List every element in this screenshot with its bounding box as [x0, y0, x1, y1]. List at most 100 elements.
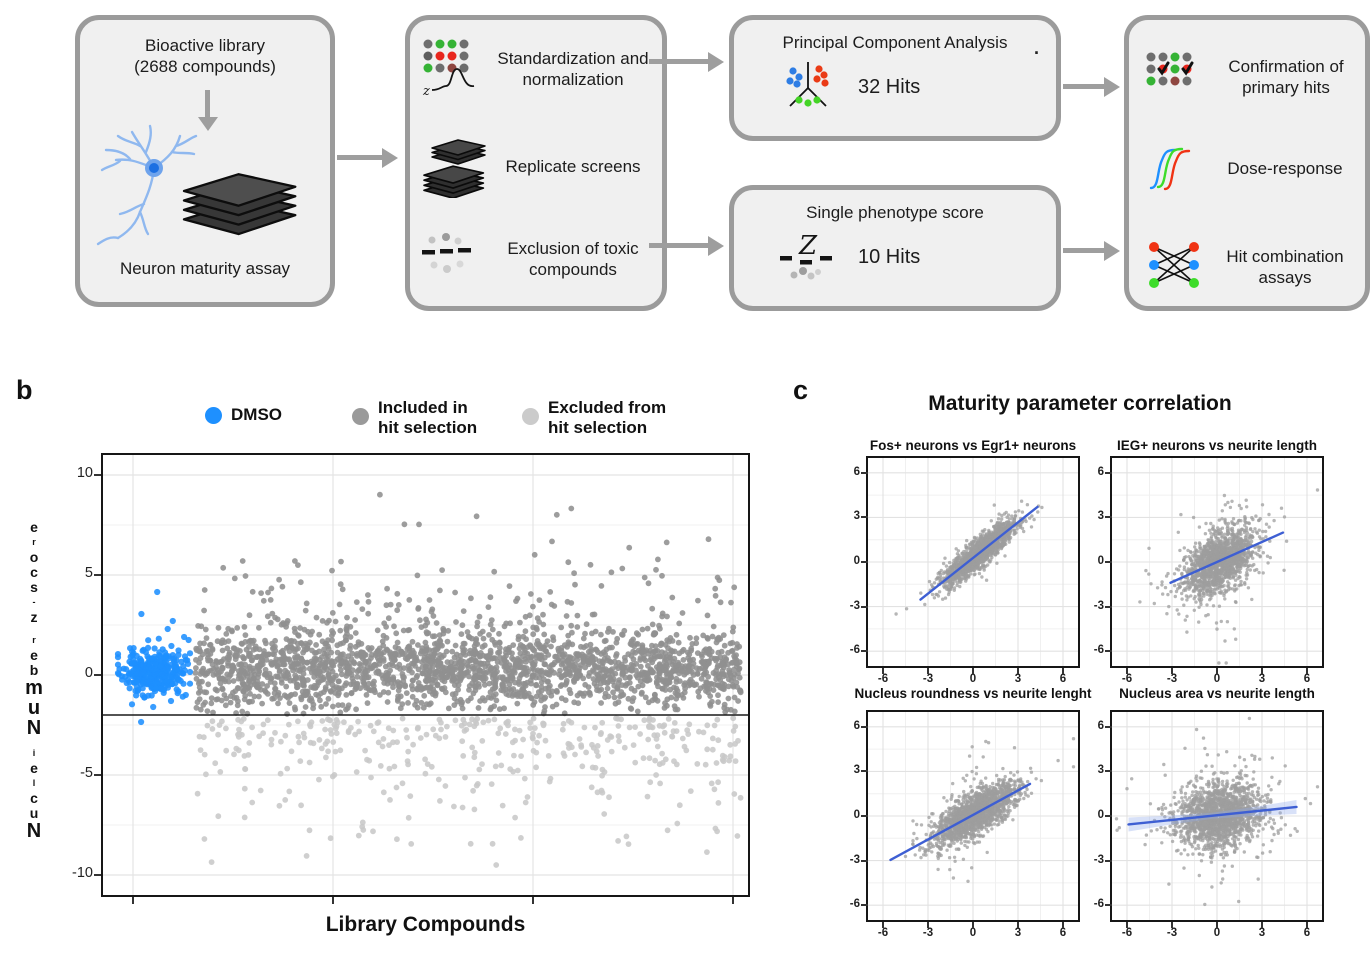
flowchart-box-pca: Principal Component Analysis . 32 Hits [729, 15, 1061, 141]
c-y-tick-mark [861, 815, 868, 817]
legend-item-excluded: Excluded from hit selection [522, 398, 666, 438]
y-axis-label-char: e [30, 760, 38, 776]
c-y-tick-label: -6 [1093, 644, 1104, 657]
c-x-tick-label: -3 [1166, 673, 1178, 685]
flowchart-box-validation: Confirmation of primary hits Dose-respon… [1124, 15, 1370, 311]
y-axis-label-char: r [32, 635, 36, 645]
panel-c-title: Maturity parameter correlation [928, 392, 1232, 415]
c-x-tick-label: 6 [1059, 927, 1067, 939]
c-x-tick-label: -3 [922, 673, 934, 685]
y-axis-label-char: - [32, 597, 36, 607]
down-arrow-icon [197, 90, 218, 131]
box2-item3-line1: Exclusion of toxic [507, 239, 639, 258]
c-y-tick-label: -6 [1093, 898, 1104, 911]
scatter-points [894, 499, 1044, 616]
pca-hits-text: 32 Hits [858, 76, 921, 98]
y-axis-label-char: s [30, 579, 38, 595]
b-x-tick-mark [332, 897, 334, 904]
box5-item3-line1: Hit combination [1226, 247, 1344, 266]
subplot-title-roundness-neurite: Nucleus roundness vs neurite lenght [854, 686, 1092, 701]
c-y-tick-label: 0 [853, 555, 860, 567]
c-y-tick-label: -6 [849, 644, 860, 657]
c-x-tick-mark [972, 922, 974, 928]
included-legend-line1: Included in [378, 398, 468, 417]
arrow-box3-box5-icon [1063, 76, 1120, 97]
c-x-tick-label: 6 [1303, 927, 1311, 939]
neuron-assay-icon [96, 124, 297, 246]
b-y-tick-mark [94, 674, 101, 676]
y-axis-label-char: m [25, 677, 43, 699]
c-y-tick-mark [861, 859, 868, 862]
b-y-tick-mark [94, 774, 101, 776]
y-axis-label-char: z [30, 609, 38, 625]
c-y-tick-label: -3 [849, 853, 860, 866]
box1-caption: Neuron maturity assay [80, 258, 330, 279]
regression-line [1127, 805, 1298, 826]
c-y-tick-mark [1105, 516, 1112, 519]
box4-title: Single phenotype score [734, 202, 1056, 223]
y-axis-label-char: c [30, 564, 38, 580]
c-y-tick-mark [1105, 770, 1112, 773]
c-x-tick-mark [1062, 668, 1064, 674]
c-x-tick-mark [1062, 922, 1064, 928]
c-y-tick-label: -3 [849, 599, 860, 612]
flowchart-box-assay: Bioactive library (2688 compounds) [75, 15, 335, 307]
box5-item1-label: Confirmation of primary hits [1207, 56, 1365, 98]
zscore-letter: Z [798, 231, 818, 261]
b-x-tick-mark [532, 897, 534, 904]
pca-hits-count: 32 Hits [858, 76, 920, 99]
box5-item3-label: Hit combination assays [1203, 246, 1367, 288]
z-letter: z [422, 84, 430, 98]
c-x-tick-label: 3 [1014, 673, 1022, 685]
box2-item3-line2: compounds [529, 260, 617, 279]
box1-title-line1: Bioactive library [145, 36, 265, 55]
c-x-tick-mark [1261, 922, 1263, 928]
arrow-box2-box3-icon [649, 51, 724, 72]
legend-item-included: Included in hit selection [352, 398, 477, 438]
arrow-box2-box4-icon [649, 235, 724, 256]
arrow-box1-box2-icon [337, 147, 398, 168]
c-y-tick-mark [861, 770, 868, 773]
c-y-tick-mark [861, 561, 868, 563]
subplot-title-ieg-neurite: IEG+ neurons vs neurite length [1117, 438, 1317, 453]
b-y-tick-label: 5 [84, 565, 93, 581]
dmso-points [114, 588, 194, 726]
regression-line [919, 505, 1039, 601]
c-x-tick-label: 6 [1303, 673, 1311, 685]
c-y-tick-label: 3 [1097, 764, 1104, 777]
y-axis-label-char: l [32, 778, 36, 788]
c-y-tick-mark [1105, 904, 1112, 907]
c-x-tick-label: -6 [1121, 927, 1133, 939]
c-y-tick-label: 6 [853, 465, 860, 478]
c-x-tick-label: 0 [969, 927, 977, 939]
box4-title-text: Single phenotype score [806, 203, 984, 222]
c-y-tick-mark [861, 650, 868, 653]
b-y-tick-label: 0 [84, 665, 93, 681]
y-axis-label-char: e [30, 647, 38, 663]
box2-item3-label: Exclusion of toxic compounds [484, 238, 662, 280]
box3-title: Principal Component Analysis [734, 32, 1056, 53]
c-x-tick-label: 0 [969, 673, 977, 685]
y-axis-label-char: N [26, 820, 42, 842]
box2-item1-label: Standardization and normalization [484, 48, 662, 90]
area-vs-neurite-svg [1112, 712, 1322, 920]
box5-item2-label: Dose-response [1201, 158, 1369, 179]
c-y-tick-mark [1105, 561, 1112, 563]
dmso-legend-label: DMSO [231, 405, 282, 424]
y-axis-label-char: b [29, 662, 39, 678]
y-axis-label-char: u [29, 805, 39, 821]
scatter-points [1138, 488, 1320, 665]
y-axis-label-char: u [27, 697, 41, 719]
c-y-tick-label: 6 [853, 719, 860, 732]
ieg-vs-neurite-svg [1112, 458, 1322, 666]
c-y-tick-label: 6 [1097, 719, 1104, 732]
c-y-tick-mark [1105, 859, 1112, 862]
box5-item1-line1: Confirmation of [1228, 57, 1344, 76]
c-x-tick-label: -6 [877, 927, 889, 939]
c-x-tick-mark [927, 922, 929, 928]
library-compound-scatter-plot [101, 453, 750, 897]
excluded-legend-line1: Excluded from [548, 398, 667, 417]
c-y-tick-mark [1105, 725, 1112, 728]
y-axis-label-char: r [32, 537, 36, 547]
